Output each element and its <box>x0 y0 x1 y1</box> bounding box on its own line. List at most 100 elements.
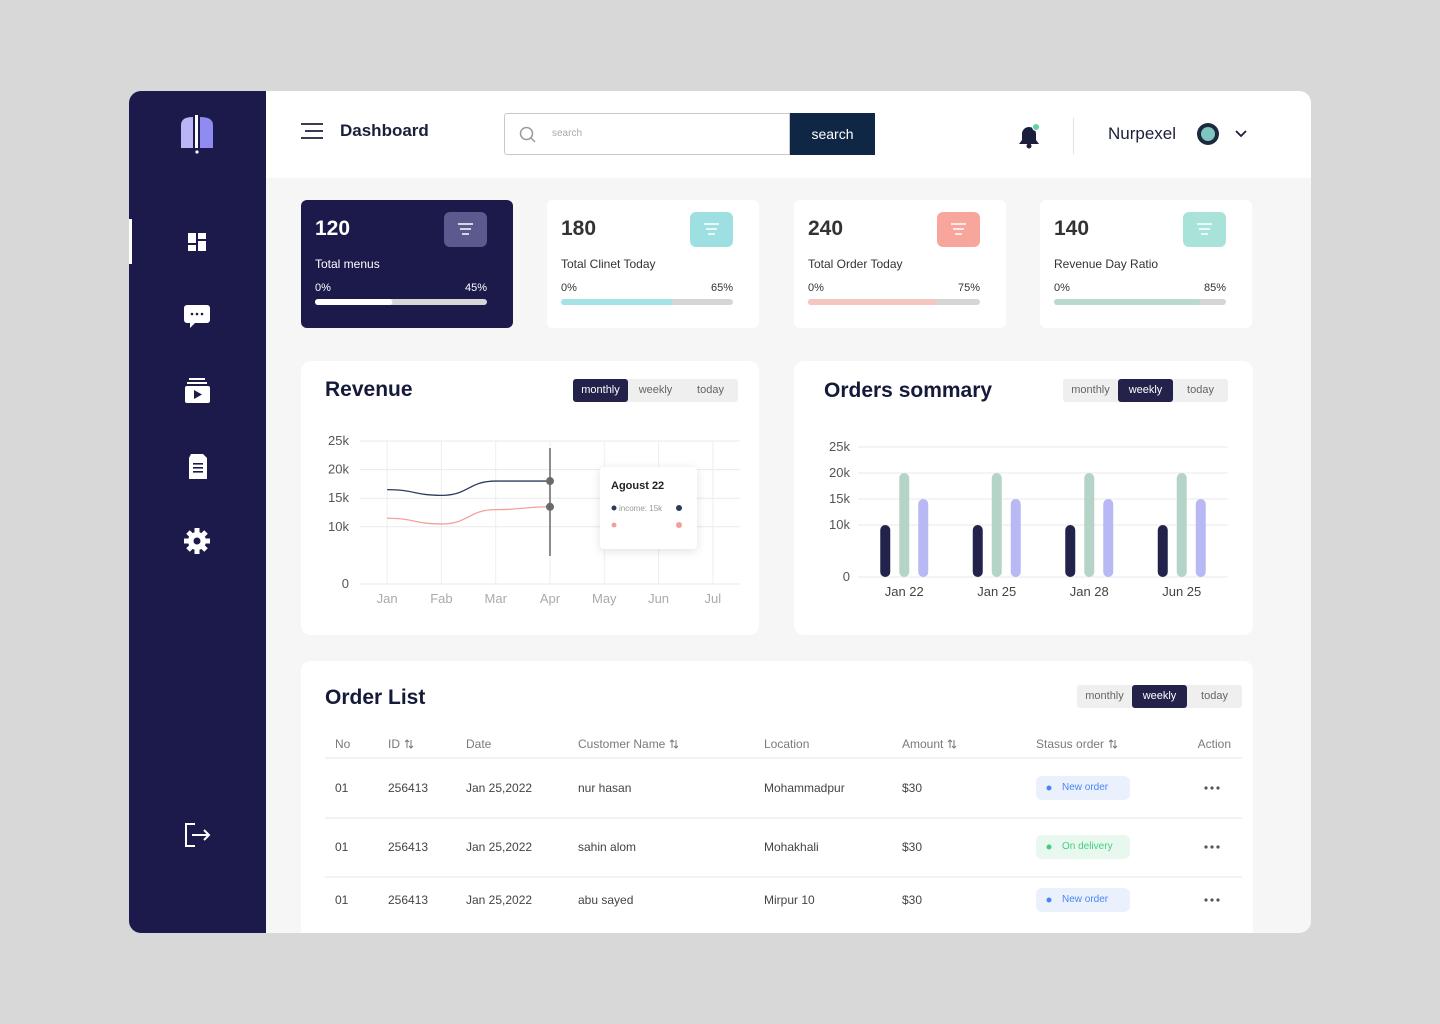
sort-icon[interactable] <box>669 739 679 749</box>
column-header: Date <box>466 737 491 751</box>
cell: 01 <box>335 781 349 795</box>
x-tick-label: Jan <box>377 591 398 606</box>
progress <box>1054 299 1226 305</box>
progress-fill <box>1054 299 1201 305</box>
column-label: Date <box>466 737 492 751</box>
icon-glyph <box>1197 223 1212 235</box>
user-menu[interactable] <box>1196 122 1256 148</box>
dot <box>1046 844 1052 850</box>
divider <box>1073 118 1074 154</box>
tab[interactable]: monthly <box>573 379 628 402</box>
tab[interactable]: weekly <box>1118 379 1173 402</box>
action-menu[interactable] <box>1203 785 1221 791</box>
search-input[interactable]: search <box>504 113 790 155</box>
nav-logout[interactable] <box>185 823 211 847</box>
stat-card: 140 Revenue Day Ratio 0% 85% <box>1040 200 1252 328</box>
progress <box>561 299 733 305</box>
arrows <box>670 739 679 749</box>
tooltip-dots <box>611 505 682 528</box>
y-tick-label: 20k <box>328 462 349 477</box>
bar <box>972 525 983 577</box>
dot <box>1216 845 1220 849</box>
tab[interactable]: today <box>1201 690 1228 702</box>
column-label: ID <box>388 737 400 751</box>
column-label: Amount <box>902 737 944 751</box>
progress-label: 85% <box>1203 282 1226 294</box>
icon-glyph <box>458 223 473 235</box>
column-label: Action <box>1197 737 1231 751</box>
status-dot <box>1046 785 1052 791</box>
progress-label: 45% <box>464 282 487 294</box>
status-pill: On delivery <box>1036 835 1130 859</box>
tab-group: monthly weekly today <box>1077 685 1242 708</box>
column-label: Stasus order <box>1036 737 1105 751</box>
status-dot <box>1046 844 1052 850</box>
column-header: No <box>335 737 350 751</box>
cell: Jan 25,2022 <box>466 893 533 907</box>
tab[interactable]: monthly <box>1085 690 1124 702</box>
table-title: Order List <box>325 686 426 709</box>
arrows <box>1108 739 1118 749</box>
nav-settings[interactable] <box>184 528 210 554</box>
stat-label: Total Order Today <box>808 257 903 271</box>
line-series <box>387 480 550 496</box>
tab[interactable]: today <box>1187 384 1214 396</box>
tab[interactable]: monthly <box>1071 384 1110 396</box>
progress-start: 0% <box>561 282 577 294</box>
active-indicator <box>129 219 132 264</box>
dot <box>1210 898 1214 902</box>
cell: sahin alom <box>578 840 637 854</box>
dot <box>1210 786 1214 790</box>
y-tick-label: 25k <box>328 433 349 448</box>
stat-label: Revenue Day Ratio <box>1054 257 1159 271</box>
search-placeholder: search <box>552 128 583 139</box>
bar <box>1195 499 1206 577</box>
page-title: Dashboard <box>340 121 429 140</box>
notification-bell[interactable] <box>1018 123 1042 149</box>
stat-value: 140 <box>1054 217 1090 240</box>
sort-icon[interactable] <box>947 739 957 749</box>
column-label: Customer Name <box>578 737 666 751</box>
action-menu[interactable] <box>1203 844 1221 850</box>
nav-messages[interactable] <box>184 305 210 328</box>
stat-value: 120 <box>315 217 351 240</box>
search-button[interactable]: search <box>790 113 875 155</box>
bar <box>1084 473 1095 577</box>
x-tick-label: Jun 25 <box>1162 584 1201 599</box>
cell: $30 <box>902 840 923 854</box>
arrows <box>948 739 957 749</box>
tab[interactable]: weekly <box>638 384 673 396</box>
bar <box>1103 499 1114 577</box>
cell: 01 <box>335 840 349 854</box>
tab[interactable]: weekly <box>1132 685 1187 708</box>
stat-icon <box>937 212 980 247</box>
nav-media[interactable] <box>185 378 210 403</box>
stat-value: 180 <box>561 217 597 240</box>
bar <box>1065 525 1076 577</box>
tab[interactable]: today <box>697 384 724 396</box>
cell: nur hasan <box>578 781 632 795</box>
sort-icon[interactable] <box>404 739 414 749</box>
menu-button[interactable] <box>301 123 323 139</box>
column-header: ID <box>388 737 414 751</box>
line-series <box>387 506 551 525</box>
bar <box>1157 525 1168 577</box>
sort-icon[interactable] <box>1108 739 1118 749</box>
x-tick-label: Jan 25 <box>977 584 1016 599</box>
status-dot <box>1046 897 1052 903</box>
y-tick-label: 10k <box>328 519 349 534</box>
dot <box>1046 897 1052 903</box>
nav-dashboard[interactable] <box>188 233 206 251</box>
x-tick-label: Jan 28 <box>1070 584 1109 599</box>
action-menu[interactable] <box>1203 897 1221 903</box>
orders-card: Orders sommary monthly weekly today 0 10k 15k 2… <box>794 361 1253 635</box>
dot <box>1204 845 1208 849</box>
stat-card: 240 Total Order Today 0% 75% <box>794 200 1006 328</box>
y-tick-label: 20k <box>829 465 850 480</box>
stat-card: 180 Total Clinet Today 0% 65% <box>547 200 759 328</box>
dot <box>676 522 682 528</box>
status-pill: New order <box>1036 888 1130 912</box>
nav-documents[interactable] <box>189 454 207 479</box>
cell: 01 <box>335 893 349 907</box>
x-tick-label: Jun <box>648 591 669 606</box>
